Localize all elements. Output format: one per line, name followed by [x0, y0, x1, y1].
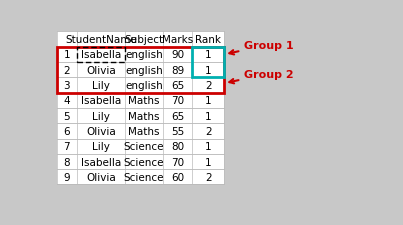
Text: Lily: Lily: [92, 111, 110, 121]
Text: 65: 65: [171, 111, 184, 121]
Text: Isabella: Isabella: [81, 157, 121, 167]
Text: 2: 2: [205, 81, 212, 90]
Text: Maths: Maths: [128, 96, 160, 106]
Text: 9: 9: [63, 172, 70, 182]
Text: Lily: Lily: [92, 81, 110, 90]
Text: Marks: Marks: [162, 35, 193, 45]
Text: 70: 70: [171, 157, 184, 167]
Text: 1: 1: [205, 157, 212, 167]
Text: Isabella: Isabella: [81, 96, 121, 106]
Bar: [56, 47, 224, 93]
Text: 3: 3: [63, 81, 70, 90]
Text: english: english: [125, 50, 163, 60]
Text: Rank: Rank: [195, 35, 221, 45]
Bar: [77, 47, 125, 63]
Text: Isabella: Isabella: [81, 50, 121, 60]
Text: 1: 1: [63, 50, 70, 60]
Text: Subject: Subject: [125, 35, 164, 45]
Text: Olivia: Olivia: [86, 65, 116, 75]
Text: Group 1: Group 1: [229, 40, 294, 55]
Text: 1: 1: [205, 50, 212, 60]
Text: 89: 89: [171, 65, 184, 75]
Text: english: english: [125, 81, 163, 90]
Text: 8: 8: [63, 157, 70, 167]
Text: 90: 90: [171, 50, 184, 60]
Text: 1: 1: [205, 142, 212, 151]
Text: 1: 1: [205, 96, 212, 106]
Text: Olivia: Olivia: [86, 172, 116, 182]
Text: 60: 60: [171, 172, 184, 182]
Text: Olivia: Olivia: [86, 126, 116, 136]
Bar: [56, 32, 224, 185]
Text: 65: 65: [171, 81, 184, 90]
Text: 2: 2: [63, 65, 70, 75]
Text: Lily: Lily: [92, 142, 110, 151]
Text: 5: 5: [63, 111, 70, 121]
Text: 70: 70: [171, 96, 184, 106]
Text: StudentName: StudentName: [65, 35, 137, 45]
Text: 80: 80: [171, 142, 184, 151]
Text: Maths: Maths: [128, 111, 160, 121]
Text: Science: Science: [124, 157, 164, 167]
Text: Science: Science: [124, 172, 164, 182]
Text: 1: 1: [205, 65, 212, 75]
Text: 55: 55: [171, 126, 184, 136]
Bar: [193, 47, 224, 78]
Text: Science: Science: [124, 142, 164, 151]
Text: 1: 1: [205, 111, 212, 121]
Text: 6: 6: [63, 126, 70, 136]
Text: 2: 2: [205, 126, 212, 136]
Text: Group 2: Group 2: [229, 69, 294, 84]
Text: english: english: [125, 65, 163, 75]
Text: 7: 7: [63, 142, 70, 151]
Text: Maths: Maths: [128, 126, 160, 136]
Text: 4: 4: [63, 96, 70, 106]
Text: 2: 2: [205, 172, 212, 182]
